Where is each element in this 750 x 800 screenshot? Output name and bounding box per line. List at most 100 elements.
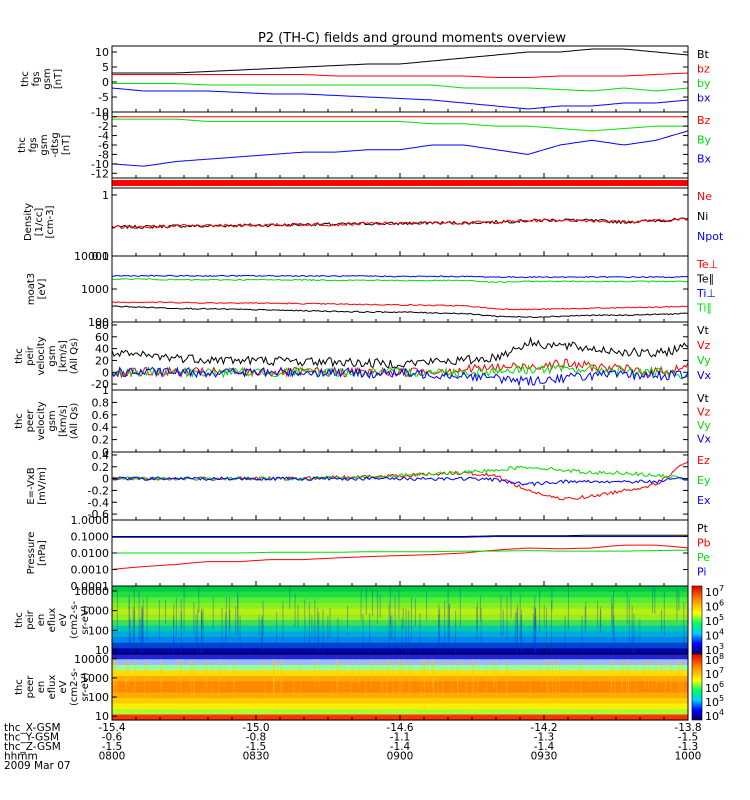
spectrogram-streak bbox=[331, 654, 333, 706]
legend-entry: bx bbox=[697, 92, 711, 105]
y-tick-label: -5 bbox=[98, 91, 109, 104]
spectrogram-streak bbox=[669, 657, 671, 686]
spectrogram-band bbox=[112, 665, 688, 672]
panel-frame bbox=[111, 389, 689, 453]
y-tick-label: 5 bbox=[102, 61, 109, 74]
spectrogram-streak bbox=[402, 607, 404, 629]
spectrogram-streak bbox=[628, 598, 630, 646]
spectrogram-streak bbox=[204, 660, 206, 692]
spectrogram-streak bbox=[444, 601, 446, 647]
spectrogram-streak bbox=[135, 656, 137, 687]
spectrogram-streak bbox=[221, 607, 223, 650]
spectrogram-streak bbox=[678, 590, 680, 611]
spectrogram-streak bbox=[273, 656, 275, 679]
spectrogram-streak bbox=[237, 591, 239, 633]
spectrogram-streak bbox=[382, 656, 384, 695]
spectrogram-streak bbox=[228, 597, 230, 631]
spectrogram-streak bbox=[580, 655, 582, 704]
spectrogram-streak bbox=[516, 612, 518, 635]
y-tick-label: 1000 bbox=[81, 672, 109, 685]
spectrogram-streak bbox=[611, 656, 613, 687]
spectrogram-streak bbox=[584, 606, 586, 633]
x-axis-value: -1.5 bbox=[678, 732, 699, 744]
spectrogram-streak bbox=[547, 657, 549, 701]
spectrogram-streak bbox=[398, 658, 400, 705]
legend-entry: Ti⊥ bbox=[696, 287, 716, 300]
y-axis-label: (All Qs) bbox=[69, 403, 80, 440]
spectrogram-streak bbox=[558, 656, 560, 697]
spectrogram-streak bbox=[423, 656, 425, 684]
spectrogram-streak bbox=[358, 657, 360, 688]
spectrogram-band bbox=[112, 709, 688, 716]
spectrogram-streak bbox=[116, 654, 118, 698]
panel-frame bbox=[111, 321, 689, 391]
panel-frame bbox=[111, 45, 689, 113]
spectrogram-streak bbox=[114, 657, 116, 700]
spectrogram-streak bbox=[581, 616, 583, 659]
spectrogram-streak bbox=[388, 656, 390, 680]
colorbar-tick-label: 105 bbox=[705, 694, 724, 709]
x-axis-value: 1000 bbox=[675, 751, 702, 763]
spectrogram-streak bbox=[397, 657, 399, 682]
y-axis-label: Pressure bbox=[26, 532, 37, 575]
y-tick-label: 0 bbox=[102, 473, 109, 486]
spectrogram-streak bbox=[664, 660, 666, 696]
series-line-Bt bbox=[112, 48, 689, 74]
spectrogram-streak bbox=[543, 604, 545, 629]
spectrogram-streak bbox=[535, 616, 537, 661]
colorbar-tick-exponent: 4 bbox=[719, 628, 724, 637]
spectrogram-streak bbox=[613, 590, 615, 636]
spectrogram-streak bbox=[648, 659, 650, 690]
spectrogram-streak bbox=[611, 603, 613, 633]
spectrogram-streak bbox=[551, 587, 553, 611]
spectrogram-streak bbox=[680, 658, 682, 703]
spectrogram-band bbox=[112, 637, 688, 644]
spectrogram-streak bbox=[233, 657, 235, 701]
spectrogram-streak bbox=[516, 607, 518, 645]
spectrogram-streak bbox=[496, 658, 498, 703]
spectrogram-streak bbox=[420, 657, 422, 708]
spectrogram-band bbox=[112, 692, 688, 699]
spectrogram-streak bbox=[599, 609, 601, 633]
spectrogram-streak bbox=[677, 656, 679, 684]
colorbar bbox=[691, 585, 703, 655]
y-axis-label: thc bbox=[14, 679, 25, 695]
spectrogram-streak bbox=[447, 588, 449, 638]
spectrogram-streak bbox=[273, 656, 275, 687]
colorbar-tick-label: 104 bbox=[705, 708, 724, 723]
y-tick-label: 1.0000 bbox=[71, 514, 110, 527]
spectrogram-streak bbox=[546, 656, 548, 692]
spectrogram-streak bbox=[164, 599, 166, 624]
spectrogram-band bbox=[112, 597, 688, 604]
series-line-by bbox=[112, 83, 689, 92]
legend-entry: Te∥ bbox=[696, 273, 714, 286]
series-line-Pb bbox=[111, 544, 689, 570]
spectrogram-streak bbox=[317, 607, 319, 657]
spectrogram-streak bbox=[139, 617, 141, 670]
spectrogram-streak bbox=[578, 657, 580, 678]
y-tick-label: 1 bbox=[102, 384, 109, 397]
spectrogram-streak bbox=[202, 609, 204, 659]
legend-entry: Bx bbox=[697, 153, 712, 166]
colorbar-tick-label: 104 bbox=[705, 628, 724, 643]
spectrogram-streak bbox=[138, 591, 140, 640]
spectrogram-streak bbox=[665, 660, 667, 690]
spectrogram-streak bbox=[551, 654, 553, 683]
spectrogram-band bbox=[112, 698, 688, 705]
y-axis-label: [mV/m] bbox=[37, 467, 48, 505]
spectrogram-streak bbox=[564, 615, 566, 653]
spectrogram-streak bbox=[329, 608, 331, 639]
spectrogram-streak bbox=[427, 654, 429, 690]
spectrogram-streak bbox=[516, 604, 518, 659]
figure-title: P2 (TH-C) fields and ground moments over… bbox=[258, 31, 566, 46]
legend-entry: Vy bbox=[697, 354, 711, 367]
spectrogram-streak bbox=[600, 606, 602, 633]
spectrogram-streak bbox=[555, 656, 557, 700]
spectrogram-streak bbox=[289, 586, 291, 609]
spectrogram-streak bbox=[128, 594, 130, 629]
spectrogram-band bbox=[112, 620, 688, 627]
spectrogram-streak bbox=[480, 608, 482, 645]
spectrogram-streak bbox=[585, 602, 587, 625]
